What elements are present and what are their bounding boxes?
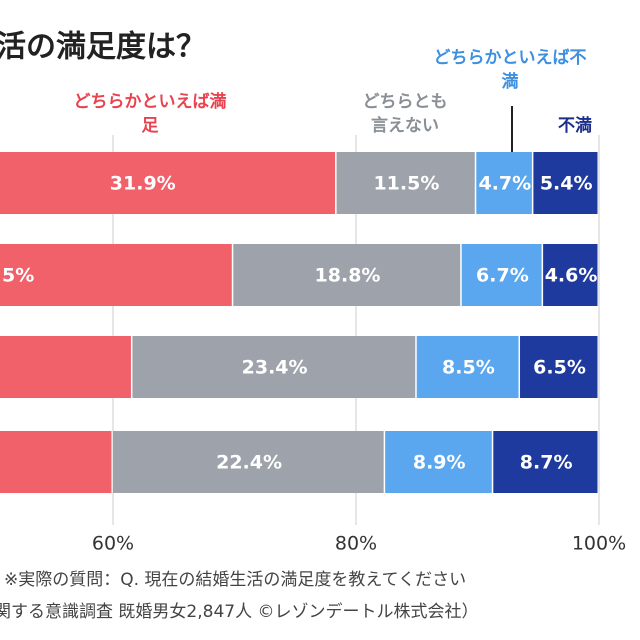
bar-segment — [461, 244, 542, 306]
value-label: 8.5% — [442, 357, 495, 379]
x-tick-label: 60% — [92, 533, 134, 555]
bar-segment — [385, 431, 492, 493]
value-label: 31.9% — [110, 173, 176, 195]
value-label: 6.5% — [533, 357, 586, 379]
bar-segment — [0, 152, 336, 214]
bar-segment — [336, 152, 475, 214]
bar-segment — [543, 244, 598, 306]
legend-entry: どちらとも言えない — [362, 92, 448, 136]
value-label: 8.9% — [413, 452, 466, 474]
x-tick-label: 80% — [335, 533, 377, 555]
value-label: 11.5% — [373, 173, 439, 195]
value-label: 18.8% — [315, 265, 381, 287]
bar-segment — [416, 336, 519, 398]
bar-segment — [493, 431, 598, 493]
bar-segment — [132, 336, 416, 398]
note: 関する意識調査 既婚男女2,847人 ©レゾンデートル株式会社） — [0, 601, 478, 622]
value-label: 22.4% — [216, 452, 282, 474]
value-label: 4.6% — [545, 265, 598, 287]
legend-entry: どちらかといえば不満 — [433, 48, 587, 92]
value-label: 5% — [2, 265, 34, 287]
legend-entry: 不満 — [558, 116, 592, 136]
bar-segment — [0, 244, 232, 306]
value-label: 5.4% — [540, 173, 593, 195]
note: ※実際の質問：Q. 現在の結婚生活の満足度を教えてください — [4, 570, 466, 590]
bar-segment — [233, 244, 461, 306]
value-label: 8.7% — [520, 452, 573, 474]
x-tick-label: 100% — [572, 533, 626, 555]
bar-segment — [476, 152, 532, 214]
value-label: 4.7% — [478, 173, 531, 195]
bar-segment — [520, 336, 598, 398]
bar-segment — [112, 431, 384, 493]
chart-title: 活の満足度は？ — [0, 30, 206, 65]
legend-entry: どちらかといえば満足 — [73, 92, 227, 136]
bar-segment — [533, 152, 598, 214]
bar-segment — [0, 336, 131, 398]
bar-segment — [0, 431, 112, 493]
value-label: 23.4% — [242, 357, 308, 379]
value-label: 6.7% — [476, 265, 529, 287]
